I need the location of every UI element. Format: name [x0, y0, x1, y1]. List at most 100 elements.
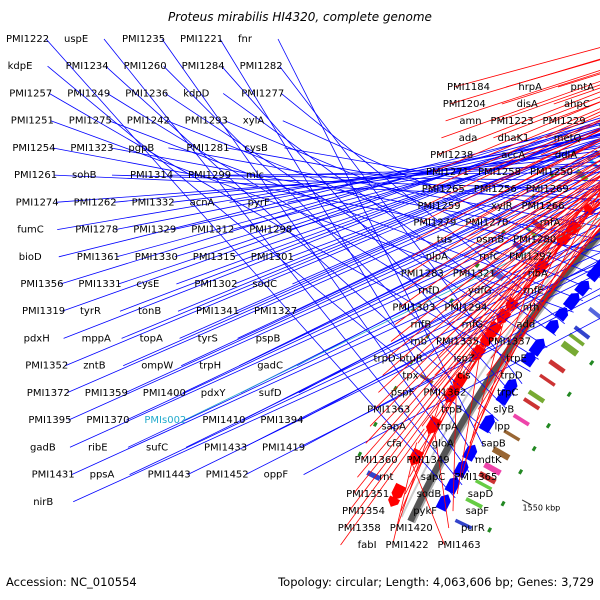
forward-gene-label: PMI1312 [191, 225, 234, 236]
reverse-leader-line [557, 73, 600, 88]
forward-gene-label: PMI1332 [132, 197, 175, 208]
reverse-gene-label: PMI1321 [453, 269, 496, 280]
forward-gene-label: PMI1352 [25, 361, 68, 372]
reverse-gene-label: trpC [497, 387, 518, 398]
reverse-gene-label: pspF [391, 387, 415, 398]
forward-gene-label: PMI1254 [12, 143, 55, 154]
reverse-gene-label: PMI1294 [444, 303, 487, 314]
reverse-gene-label: sapD [468, 489, 494, 500]
forward-leader-line [184, 217, 600, 421]
forward-gene-label: cysE [136, 279, 159, 290]
reverse-gene-label: ddlA [555, 150, 577, 161]
reverse-gene-label: purR [461, 523, 485, 534]
reverse-gene-label: PMI1365 [454, 472, 497, 483]
reverse-gene-label: PMI1271 [426, 167, 469, 178]
reverse-gene-label: PMI1358 [338, 523, 381, 534]
forward-gene-label: PMI1331 [78, 279, 121, 290]
forward-gene-arrow [503, 378, 518, 394]
reverse-leader-line [461, 295, 511, 478]
reverse-leader-line [469, 222, 571, 444]
category-bar [503, 429, 521, 442]
forward-gene-label: kdpE [8, 61, 33, 72]
category-bar [465, 497, 483, 509]
forward-leader-line [243, 265, 600, 448]
forward-gene-label: PMI1299 [188, 170, 231, 181]
forward-gene-label: PMI1274 [16, 197, 59, 208]
forward-gene-label: PMI1260 [124, 61, 167, 72]
forward-gene-label: sufD [259, 388, 282, 399]
reverse-leader-line [413, 246, 551, 461]
reverse-gene-arrow [408, 447, 424, 466]
reverse-leader-line [494, 227, 600, 342]
reverse-gene-label: gloA [432, 438, 454, 449]
category-bar [527, 389, 546, 404]
forward-gene-label: PMI1315 [193, 252, 236, 263]
reverse-gene-label: PMI1266 [522, 201, 565, 212]
reverse-gene-label: trpD-btuR [374, 353, 423, 364]
reverse-gene-label: pntA [571, 82, 595, 93]
forward-leader-line [187, 272, 600, 475]
forward-leader-line [60, 117, 600, 285]
forward-gene-label: mppA [82, 333, 111, 344]
forward-leader-line [182, 192, 600, 394]
forward-gene-arrow [495, 387, 512, 406]
reverse-leader-line [480, 130, 600, 190]
reverse-gene-label: ribA [528, 269, 548, 280]
category-bar [491, 446, 511, 461]
reverse-gene-label: osmB [476, 235, 504, 246]
reverse-leader-line [408, 456, 445, 546]
reverse-gene-label: cfa [387, 438, 402, 449]
forward-leader-line [127, 224, 600, 448]
label-leader-lines [45, 38, 600, 546]
forward-gene-label: pspB [256, 333, 281, 344]
forward-gene-label: oppF [264, 470, 289, 481]
forward-gene-label: PMI1372 [27, 388, 70, 399]
rna-marker [588, 360, 595, 366]
forward-leader-line [290, 140, 600, 258]
reverse-leader-line [417, 210, 582, 444]
forward-gene-label: tyrR [80, 306, 101, 317]
forward-gene-arrow [586, 264, 600, 283]
forward-leader-line [277, 38, 484, 447]
reverse-gene-label: xylR [491, 201, 513, 212]
forward-leader-line [298, 232, 600, 394]
reverse-gene-label: PMI1422 [386, 540, 429, 551]
reverse-gene-label: PMI1420 [390, 523, 433, 534]
forward-gene-label: pdxY [201, 388, 227, 399]
forward-leader-line [239, 187, 600, 367]
reverse-leader-line [373, 188, 600, 410]
reverse-gene-label: PMI1265 [422, 184, 465, 195]
footer-backdrop [0, 570, 600, 600]
forward-gene-label: PMI1431 [32, 470, 75, 481]
forward-gene-label: nirB [33, 497, 53, 508]
forward-gene-label: PMI1356 [20, 279, 63, 290]
map-title: Proteus mirabilis HI4320, complete genom… [168, 10, 432, 24]
reverse-leader-line [340, 428, 425, 546]
forward-leader-line [181, 170, 600, 367]
forward-leader-line [50, 120, 574, 313]
forward-leader-line [229, 147, 600, 203]
forward-leader-line [52, 147, 600, 253]
category-bar [539, 373, 556, 387]
forward-gene-label: gadC [257, 361, 283, 372]
reverse-gene-label: PMI1363 [367, 404, 410, 415]
rna-marker [372, 421, 378, 428]
reverse-gene-label: sapF [466, 506, 490, 517]
reverse-gene-label: ahpC [564, 99, 590, 110]
forward-leader-line [293, 165, 600, 312]
forward-gene-label: bioD [19, 252, 42, 263]
forward-gene-label: fumC [17, 225, 44, 236]
reverse-gene-label: disA [517, 99, 538, 110]
rna-marker [487, 527, 493, 533]
forward-leader-line [282, 120, 600, 263]
forward-gene-label: ompW [141, 361, 173, 372]
forward-gene-label: cysB [244, 143, 268, 154]
forward-leader-line [116, 124, 600, 258]
forward-leader-line [222, 93, 557, 336]
reverse-gene-label: trpD [501, 370, 523, 381]
forward-gene-label: PMI1361 [77, 252, 120, 263]
reverse-leader-line [369, 188, 600, 427]
reverse-gene-label: PMI1349 [407, 455, 450, 466]
forward-leader-line [73, 262, 600, 503]
